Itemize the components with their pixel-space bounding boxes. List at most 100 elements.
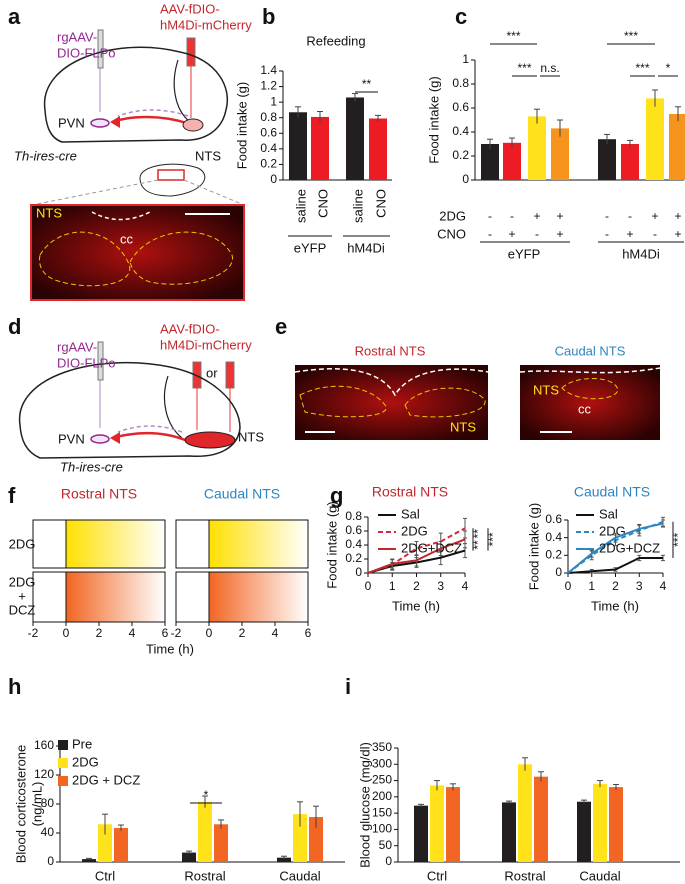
significance-label: * bbox=[666, 61, 671, 75]
y-axis-label: (ng/mL) bbox=[29, 782, 44, 827]
bar bbox=[309, 817, 323, 862]
region-label: PVN bbox=[58, 431, 85, 446]
y-axis-label: Blood corticosterone bbox=[13, 745, 28, 864]
panel-letter: h bbox=[8, 674, 21, 699]
y-tick-label: 0.6 bbox=[345, 523, 362, 537]
group-label: hM4Di bbox=[347, 240, 385, 255]
legend-label: 2DG bbox=[72, 754, 99, 769]
x-tick-label: 3 bbox=[437, 579, 444, 593]
x-tick-label: 4 bbox=[129, 626, 136, 640]
significance-label: *** bbox=[517, 61, 531, 75]
x-tick-label: 0 bbox=[365, 579, 372, 593]
panel-letter: c bbox=[455, 4, 467, 29]
bar bbox=[621, 144, 639, 180]
legend-label: 2DG+DCZ bbox=[599, 540, 660, 555]
y-tick-label: 0.2 bbox=[260, 157, 277, 171]
row-sign: + bbox=[533, 209, 540, 223]
significance-label: *** bbox=[624, 29, 638, 43]
group-label: eYFP bbox=[508, 246, 541, 261]
row-label: 2DG bbox=[439, 208, 466, 223]
row-sign: + bbox=[556, 227, 563, 241]
row-sign: - bbox=[653, 227, 657, 241]
legend-label: 2DG+DCZ bbox=[401, 540, 462, 555]
raster-shade bbox=[66, 520, 165, 568]
significance-label: ** bbox=[471, 540, 485, 550]
y-tick-label: 0 bbox=[47, 854, 54, 868]
bar bbox=[446, 787, 460, 862]
row-sign: - bbox=[605, 227, 609, 241]
y-tick-label: 200 bbox=[372, 789, 392, 803]
chart-title: Caudal NTS bbox=[574, 484, 650, 500]
raster-shade bbox=[209, 572, 308, 622]
bar bbox=[289, 112, 307, 180]
raster-box bbox=[175, 519, 309, 569]
y-axis-label: Blood glucose (mg/dl) bbox=[357, 742, 372, 868]
panel-letter: e bbox=[275, 314, 287, 339]
x-tick-label: 2 bbox=[413, 579, 420, 593]
raster-title: Rostral NTS bbox=[61, 486, 137, 502]
bar bbox=[646, 98, 664, 180]
mouse-label: Th-ires-cre bbox=[60, 459, 123, 474]
x-tick-label: 4 bbox=[272, 626, 279, 640]
bar bbox=[82, 859, 96, 862]
legend-swatch bbox=[58, 776, 68, 786]
histology-label: NTS bbox=[533, 382, 559, 397]
category-label: CNO bbox=[373, 189, 388, 218]
bar bbox=[369, 118, 387, 180]
histology-label: cc bbox=[578, 401, 592, 416]
y-tick-label: 0 bbox=[462, 172, 469, 186]
legend-label: 2DG + DCZ bbox=[72, 772, 140, 787]
legend-label: 2DG bbox=[401, 523, 428, 538]
y-tick-label: 0.4 bbox=[345, 537, 362, 551]
y-tick-label: 40 bbox=[41, 825, 55, 839]
inset-label: cc bbox=[120, 231, 134, 246]
significance-label: *** bbox=[671, 533, 685, 547]
y-tick-label: 0 bbox=[270, 172, 277, 186]
y-tick-label: 1.2 bbox=[260, 79, 277, 93]
bar bbox=[182, 852, 196, 862]
y-tick-label: 0 bbox=[385, 854, 392, 868]
panel-letter: f bbox=[8, 483, 16, 508]
x-tick-label: 0 bbox=[565, 579, 572, 593]
chart-title: Refeeding bbox=[306, 33, 365, 48]
y-tick-label: 0.2 bbox=[345, 551, 362, 565]
row-sign: + bbox=[508, 227, 515, 241]
y-axis-label: Food intake (g) bbox=[426, 76, 441, 163]
y-tick-label: 0.4 bbox=[545, 530, 562, 544]
legend-swatch bbox=[58, 758, 68, 768]
bar bbox=[551, 128, 569, 180]
bar bbox=[293, 814, 307, 862]
region-label: NTS bbox=[195, 148, 221, 163]
panel-letter: i bbox=[345, 674, 351, 699]
x-tick-label: 3 bbox=[636, 579, 643, 593]
brain-diagram-d bbox=[19, 341, 241, 459]
bar bbox=[577, 801, 591, 862]
significance-label: *** bbox=[486, 532, 500, 546]
virus-label: DIO-FLPo bbox=[57, 45, 116, 60]
bar bbox=[609, 787, 623, 862]
x-tick-label: 0 bbox=[63, 626, 70, 640]
row-sign: + bbox=[674, 227, 681, 241]
bar bbox=[114, 827, 128, 862]
category-label: Caudal bbox=[579, 868, 620, 883]
bar bbox=[528, 116, 546, 180]
y-tick-label: 0.8 bbox=[452, 76, 469, 90]
brain-diagram-a bbox=[30, 29, 245, 301]
category-label: Caudal bbox=[279, 868, 320, 883]
region-label: NTS bbox=[238, 429, 264, 444]
bar bbox=[534, 776, 548, 862]
row-sign: - bbox=[628, 209, 632, 223]
x-axis-label: Time (h) bbox=[392, 598, 440, 613]
y-tick-label: 0.4 bbox=[452, 124, 469, 138]
category-label: CNO bbox=[315, 189, 330, 218]
bar bbox=[277, 857, 291, 862]
raster-shade bbox=[66, 572, 165, 622]
category-label: saline bbox=[350, 189, 365, 223]
bar bbox=[214, 824, 228, 862]
bar bbox=[346, 97, 364, 180]
y-tick-label: 50 bbox=[379, 838, 393, 852]
x-tick-label: 2 bbox=[239, 626, 246, 640]
row-sign: + bbox=[651, 209, 658, 223]
y-tick-label: 120 bbox=[34, 767, 54, 781]
legend-swatch bbox=[58, 740, 68, 750]
